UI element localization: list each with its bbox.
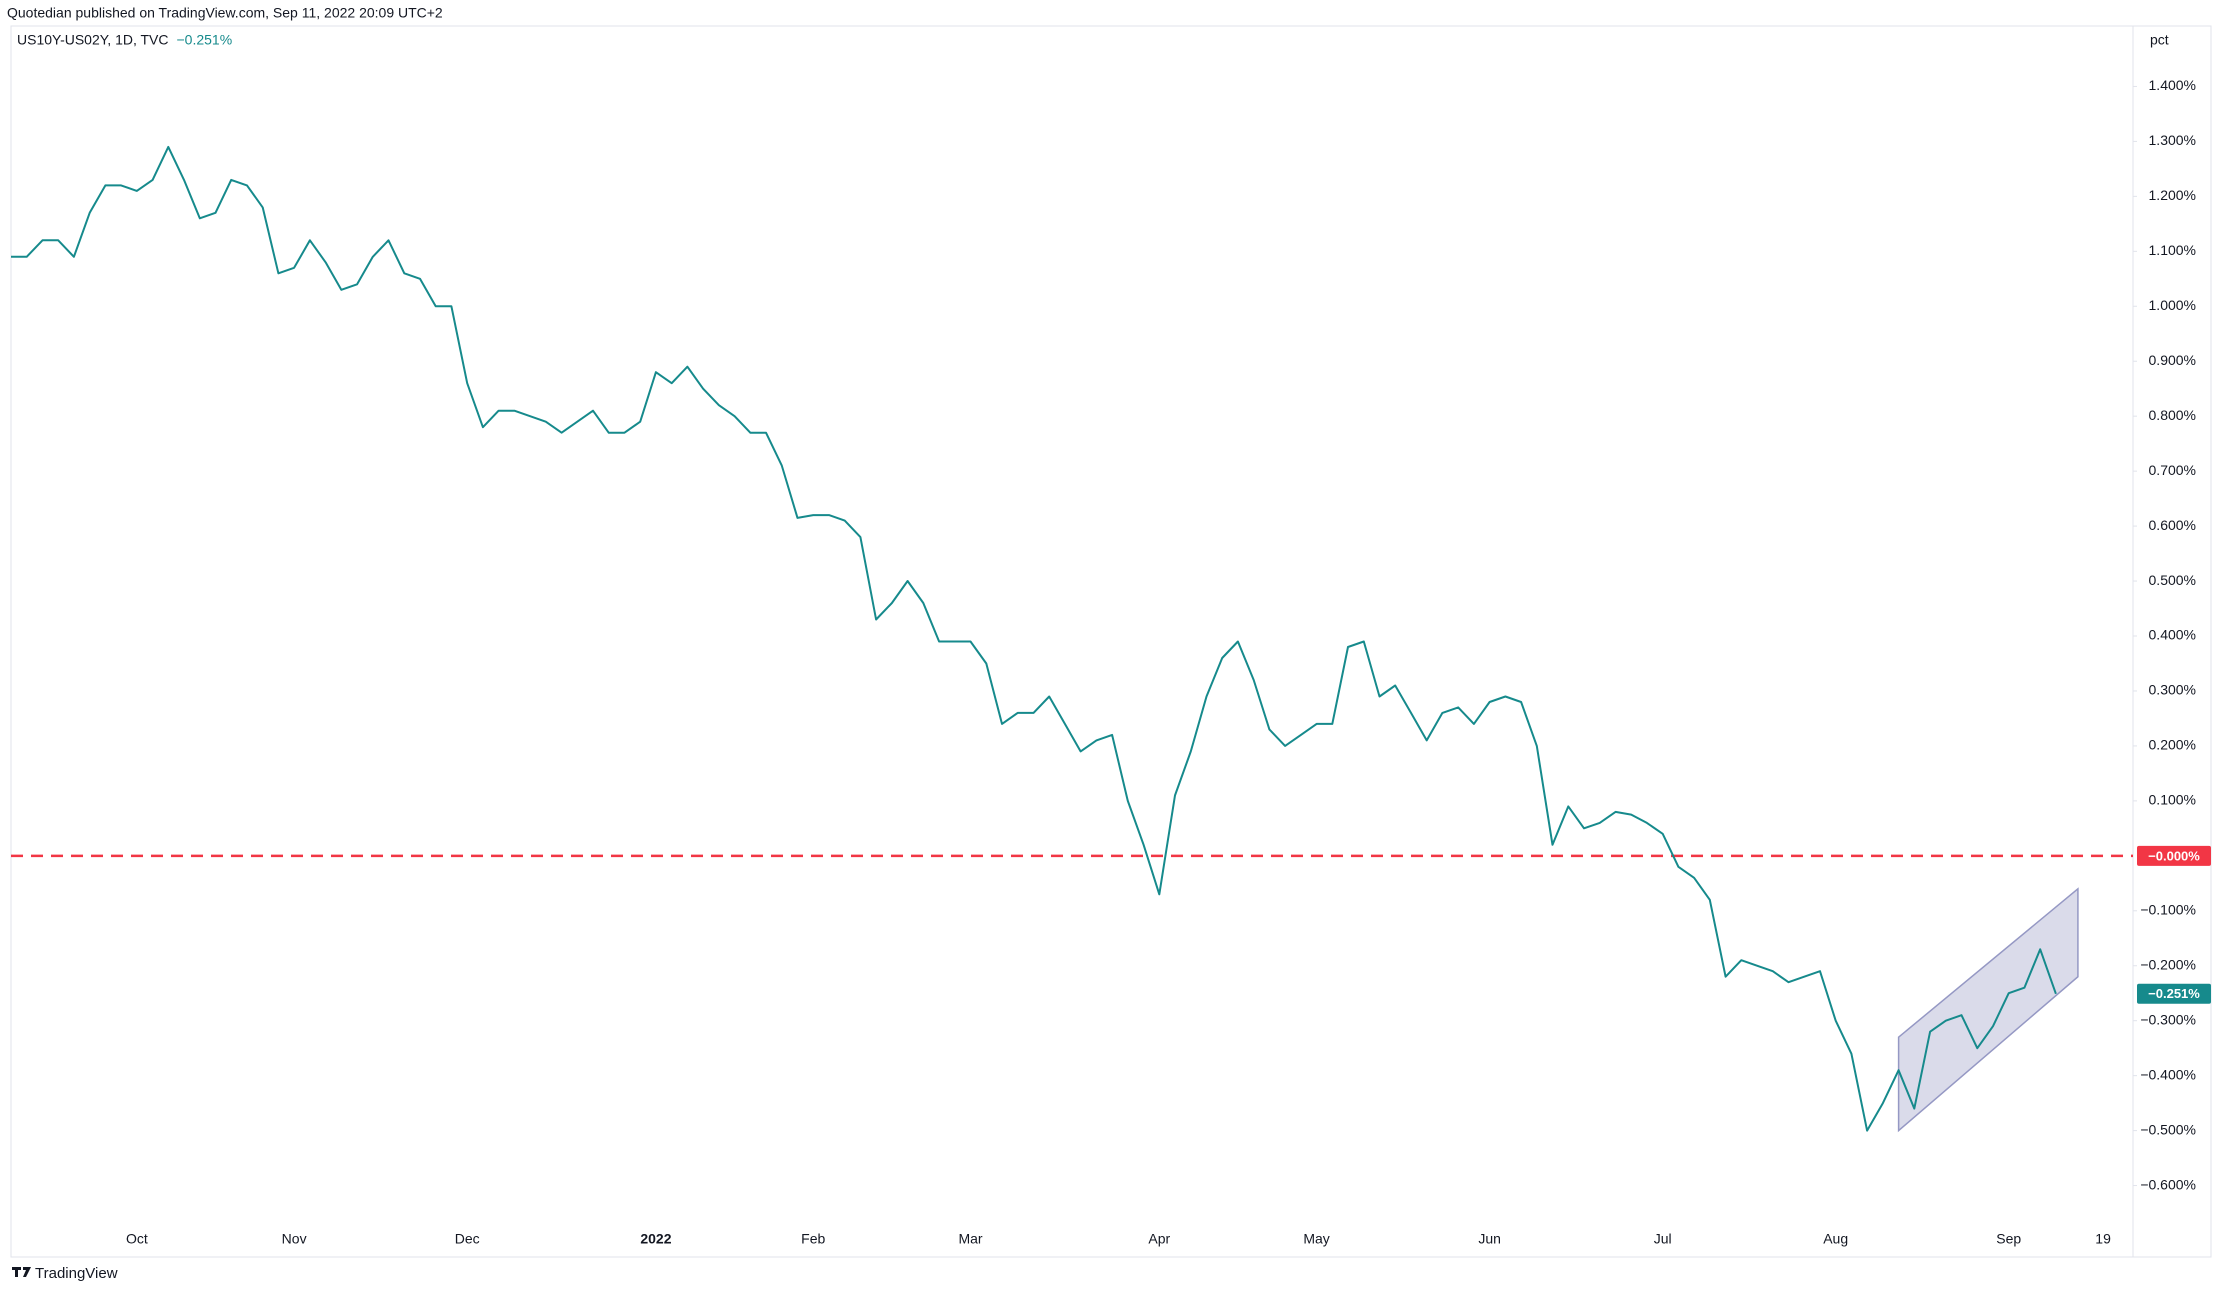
y-tick-label: 0.900% [2149, 352, 2196, 368]
symbol-label: US10Y-US02Y, 1D, TVC [17, 32, 169, 48]
x-tick-label: 19 [2095, 1231, 2111, 1247]
y-tick-label: 1.200% [2149, 187, 2196, 203]
reference-tag [2137, 845, 2211, 866]
series-line [11, 145, 2057, 1132]
x-tick-label: Jun [1478, 1231, 1501, 1247]
y-tick-label: 0.800% [2149, 407, 2196, 423]
x-tick-label: Sep [1996, 1231, 2021, 1247]
header-value: −0.251% [177, 32, 233, 48]
y-tick-label: −0.600% [2140, 1176, 2196, 1192]
y-tick-label: 1.000% [2149, 297, 2196, 313]
y-tick-label: 0.100% [2149, 792, 2196, 808]
y-tick-label: 1.100% [2149, 242, 2196, 258]
last-value-tag [2137, 983, 2211, 1004]
x-tick-label: Feb [801, 1231, 825, 1247]
y-tick-label: −0.100% [2140, 901, 2196, 917]
brand-logo [12, 1267, 31, 1277]
y-tick-label: 1.300% [2149, 132, 2196, 148]
y-tick-label: 0.600% [2149, 517, 2196, 533]
x-tick-label: Mar [958, 1231, 982, 1247]
x-tick-label: Dec [455, 1231, 480, 1247]
y-tick-label: −0.400% [2140, 1066, 2196, 1082]
y-unit-label: pct [2150, 32, 2169, 48]
y-tick-label: −0.300% [2140, 1011, 2196, 1027]
x-tick-label: 2022 [640, 1231, 671, 1247]
y-tick-label: −0.500% [2140, 1121, 2196, 1137]
y-tick-label: 0.700% [2149, 462, 2196, 478]
x-tick-label: Jul [1654, 1231, 1672, 1247]
channel [1897, 887, 2079, 1133]
x-tick-label: Apr [1148, 1231, 1170, 1247]
reference-label: −0.000% [2148, 848, 2200, 863]
y-tick-label: 1.400% [2149, 77, 2196, 93]
y-tick-label: 0.300% [2149, 682, 2196, 698]
x-tick-label: Oct [126, 1231, 148, 1247]
y-tick-label: 0.400% [2149, 627, 2196, 643]
x-tick-label: Aug [1823, 1231, 1848, 1247]
last-value-label: −0.251% [2148, 986, 2200, 1001]
brand: TradingView [35, 1265, 118, 1282]
x-tick-label: May [1303, 1231, 1329, 1247]
chart-frame [10, 25, 2212, 1258]
x-tick-label: Nov [282, 1231, 307, 1247]
y-tick-label: 0.500% [2149, 572, 2196, 588]
y-tick-label: 0.200% [2149, 737, 2196, 753]
chart-title: Quotedian published on TradingView.com, … [7, 5, 443, 21]
y-tick-label: −0.200% [2140, 956, 2196, 972]
